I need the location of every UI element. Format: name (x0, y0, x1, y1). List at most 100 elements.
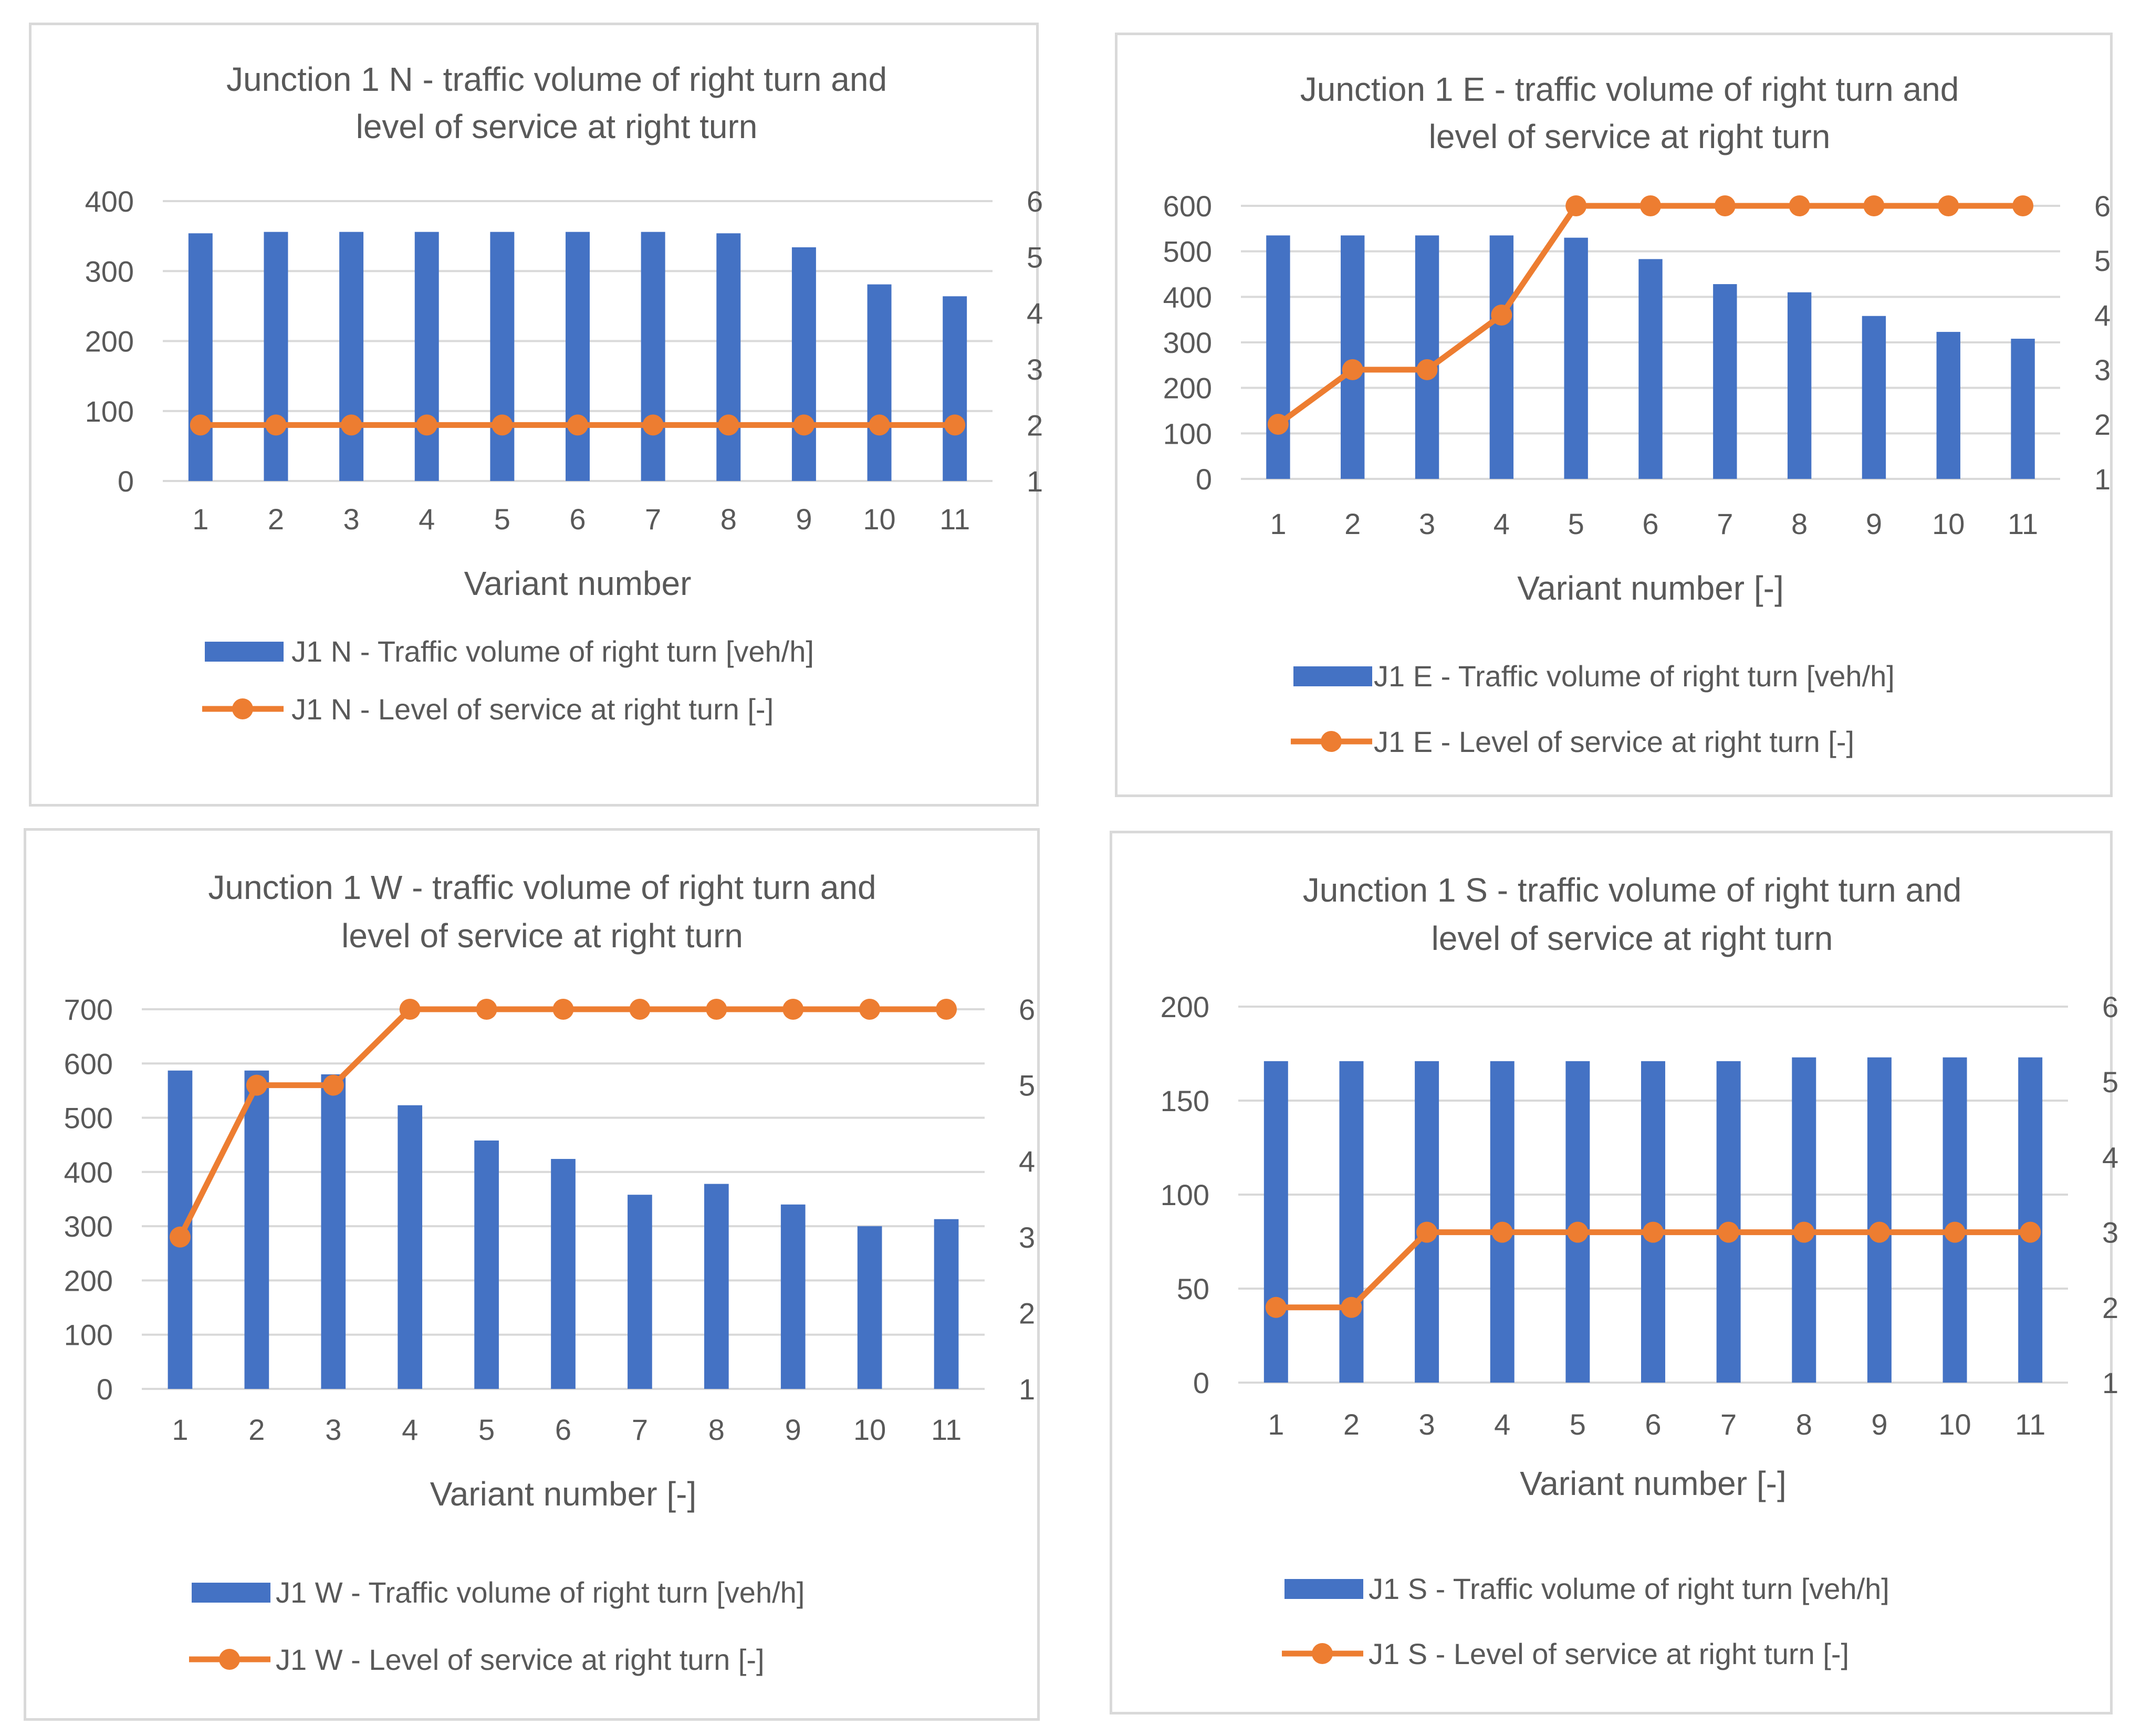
x-tick-label: 9 (1866, 507, 1882, 540)
bar (1638, 259, 1663, 479)
los-point (1718, 1221, 1739, 1243)
los-point (416, 414, 437, 436)
legend-label-volume: J1 E - Traffic volume of right turn [veh… (1374, 660, 1895, 693)
y2-tick-label: 1 (1019, 1373, 1035, 1406)
x-tick-label: 6 (555, 1413, 571, 1446)
y2-tick-label: 2 (2102, 1291, 2118, 1324)
y-tick-label: 500 (1163, 235, 1212, 268)
chart-title-line-2: level of service at right turn (356, 108, 758, 145)
los-point (859, 999, 881, 1020)
los-point (706, 999, 727, 1020)
legend-swatch-marker (219, 1649, 240, 1670)
los-point (1491, 1221, 1513, 1243)
bar (188, 233, 213, 481)
chart-panel-junction-1-s: Junction 1 S - traffic volume of right t… (1110, 831, 2119, 1714)
bar (2018, 1057, 2043, 1383)
bar (1339, 1061, 1364, 1383)
x-tick-label: 3 (325, 1413, 341, 1446)
los-point (1793, 1221, 1815, 1243)
chart-panel-junction-1-n: Junction 1 N - traffic volume of right t… (29, 23, 1043, 807)
y2-tick-label: 2 (2094, 408, 2111, 441)
los-point (869, 414, 890, 436)
bar (264, 232, 288, 481)
y-tick-label: 400 (64, 1156, 113, 1189)
bar (857, 1226, 882, 1389)
chart-junction-1-w: Junction 1 W - traffic volume of right t… (64, 869, 1036, 1676)
chart-panel-junction-1-e: Junction 1 E - traffic volume of right t… (1115, 33, 2113, 797)
y-tick-label: 500 (64, 1102, 113, 1135)
los-point (629, 999, 651, 1020)
y2-tick-label: 5 (2094, 244, 2111, 277)
chart-title-line-2: level of service at right turn (1432, 919, 1833, 957)
los-point (341, 414, 362, 436)
chart-title-line-2: level of service at right turn (1429, 118, 1831, 155)
x-tick-label: 1 (1268, 1408, 1284, 1441)
y2-tick-label: 6 (1019, 993, 1035, 1026)
bar (321, 1074, 346, 1389)
los-point (1565, 195, 1587, 216)
chart-title-line-1: Junction 1 N - traffic volume of right t… (226, 60, 887, 98)
bar (943, 296, 967, 481)
y-tick-label: 200 (1161, 990, 1209, 1023)
x-tick-label: 7 (645, 503, 661, 536)
y2-tick-label: 1 (2102, 1366, 2118, 1399)
bar (1862, 316, 1886, 479)
x-tick-label: 6 (569, 503, 586, 536)
legend-swatch-bar (1284, 1579, 1363, 1599)
bar (1942, 1057, 1967, 1383)
x-tick-label: 10 (1938, 1408, 1971, 1441)
y-tick-label: 600 (64, 1047, 113, 1080)
los-point (1938, 195, 1959, 216)
x-tick-label: 6 (1645, 1408, 1661, 1441)
x-tick-label: 5 (494, 503, 510, 536)
x-tick-label: 5 (478, 1413, 495, 1446)
x-tick-label: 8 (1796, 1408, 1812, 1441)
y-tick-label: 50 (1177, 1272, 1209, 1305)
los-point (2020, 1221, 2041, 1243)
bar (1936, 332, 1960, 479)
x-tick-label: 2 (1343, 1408, 1360, 1441)
los-point (1416, 359, 1438, 380)
y2-tick-label: 1 (1027, 465, 1043, 498)
los-point (552, 999, 574, 1020)
x-axis-label: Variant number [-] (1517, 569, 1783, 607)
chart-title-line-1: Junction 1 S - traffic volume of right t… (1303, 871, 1962, 909)
legend-label-los: J1 W - Level of service at right turn [-… (276, 1643, 765, 1676)
x-tick-label: 6 (1642, 507, 1658, 540)
bar (780, 1204, 806, 1389)
y2-tick-label: 4 (2102, 1141, 2118, 1174)
x-tick-label: 8 (1791, 507, 1808, 540)
y-tick-label: 400 (1163, 280, 1212, 313)
los-point (1491, 305, 1512, 326)
y-tick-label: 300 (1163, 326, 1212, 359)
los-point (476, 999, 497, 1020)
y2-tick-label: 6 (1027, 185, 1043, 218)
bar (339, 232, 364, 481)
bar (1415, 235, 1439, 479)
x-tick-label: 2 (1344, 507, 1361, 540)
chart-junction-1-n: Junction 1 N - traffic volume of right t… (85, 60, 1043, 726)
los-point (1265, 1296, 1287, 1318)
los-point (1640, 195, 1661, 216)
bar (867, 284, 892, 481)
bar (641, 232, 665, 481)
x-tick-label: 7 (1717, 507, 1733, 540)
bar (414, 232, 439, 481)
chart-junction-1-s: Junction 1 S - traffic volume of right t… (1161, 871, 2119, 1670)
bar (1792, 1057, 1816, 1383)
bar (1489, 235, 1514, 479)
y2-tick-label: 1 (2094, 463, 2111, 496)
x-tick-label: 5 (1570, 1408, 1586, 1441)
los-point (1944, 1221, 1966, 1243)
y2-tick-label: 3 (1027, 353, 1043, 386)
los-point (1342, 359, 1363, 380)
y-tick-label: 0 (1193, 1366, 1209, 1399)
x-tick-label: 11 (931, 1413, 962, 1446)
y-tick-label: 700 (64, 993, 113, 1026)
los-point (1789, 195, 1810, 216)
y2-tick-label: 6 (2094, 190, 2111, 223)
y2-tick-label: 5 (1019, 1069, 1035, 1102)
los-point (1714, 195, 1736, 216)
bar (1713, 284, 1737, 479)
chart-junction-1-e: Junction 1 E - traffic volume of right t… (1163, 70, 2111, 758)
